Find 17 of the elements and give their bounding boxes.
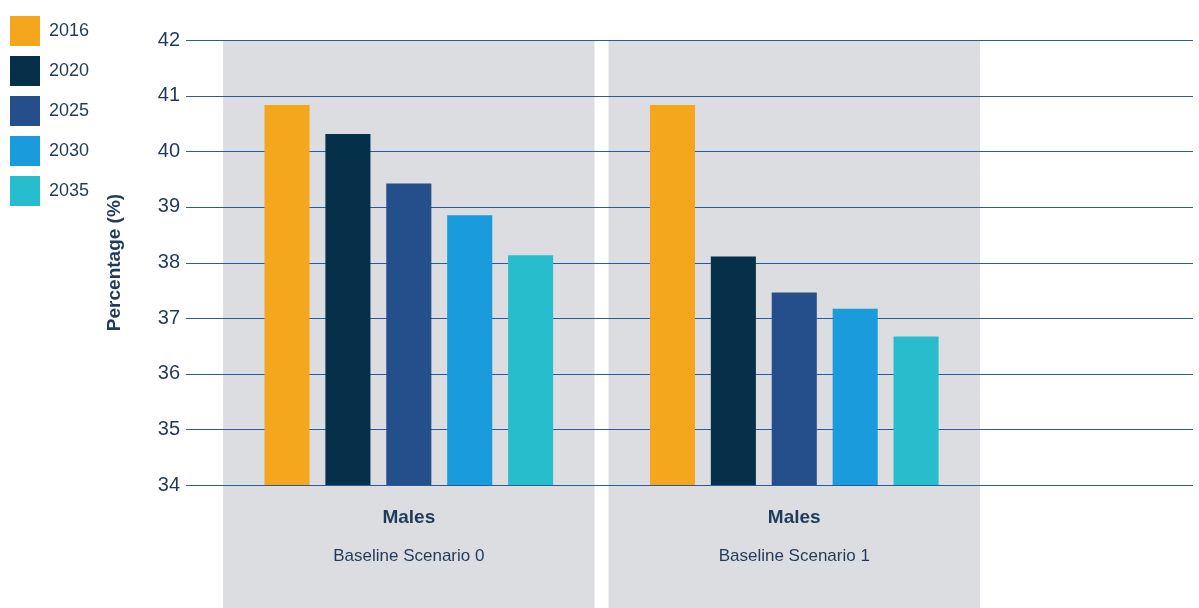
y-tick-label: 42 <box>157 27 181 50</box>
y-tick-label: 38 <box>157 250 181 273</box>
y-tick-label: 34 <box>157 472 181 495</box>
y-tick-label: 40 <box>157 138 181 161</box>
legend-label: 2035 <box>49 179 90 200</box>
y-tick-label: 41 <box>157 83 181 106</box>
x-tick-label: Males Baseline Scenario 1 <box>718 506 870 565</box>
legend-label: 2030 <box>49 139 90 160</box>
x-tick-label: Males Baseline Scenario 0 <box>333 506 485 565</box>
y-axis-title: Percentage (%) <box>102 193 124 332</box>
y-tick-label: 36 <box>157 361 181 384</box>
y-tick-label: 35 <box>157 416 181 439</box>
y-tick-label: 37 <box>157 305 181 328</box>
legend-label: 2020 <box>49 59 90 80</box>
legend-label: 2016 <box>49 19 90 40</box>
y-tick-label: 39 <box>157 194 181 217</box>
legend-label: 2025 <box>49 99 90 120</box>
